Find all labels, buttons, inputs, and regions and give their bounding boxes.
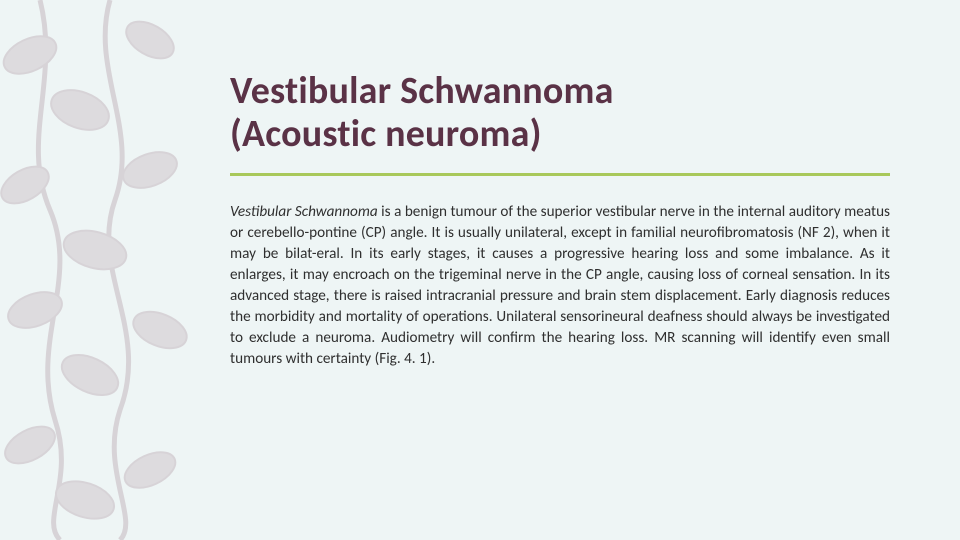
accent-underline [230,173,890,176]
body-paragraph: Vestibular Schwannoma is a benign tumour… [230,202,890,370]
decorative-vine [0,0,220,540]
title-line-1: Vestibular Schwannoma [230,68,614,114]
slide-content: Vestibular Schwannoma (Acoustic neuroma)… [230,70,890,370]
slide-title: Vestibular Schwannoma (Acoustic neuroma) [230,70,890,155]
title-line-2: (Acoustic neuroma) [230,111,542,157]
emphasis-term: Vestibular Schwannoma [230,203,378,221]
paragraph-rest: is a benign tumour of the superior vesti… [230,203,890,368]
